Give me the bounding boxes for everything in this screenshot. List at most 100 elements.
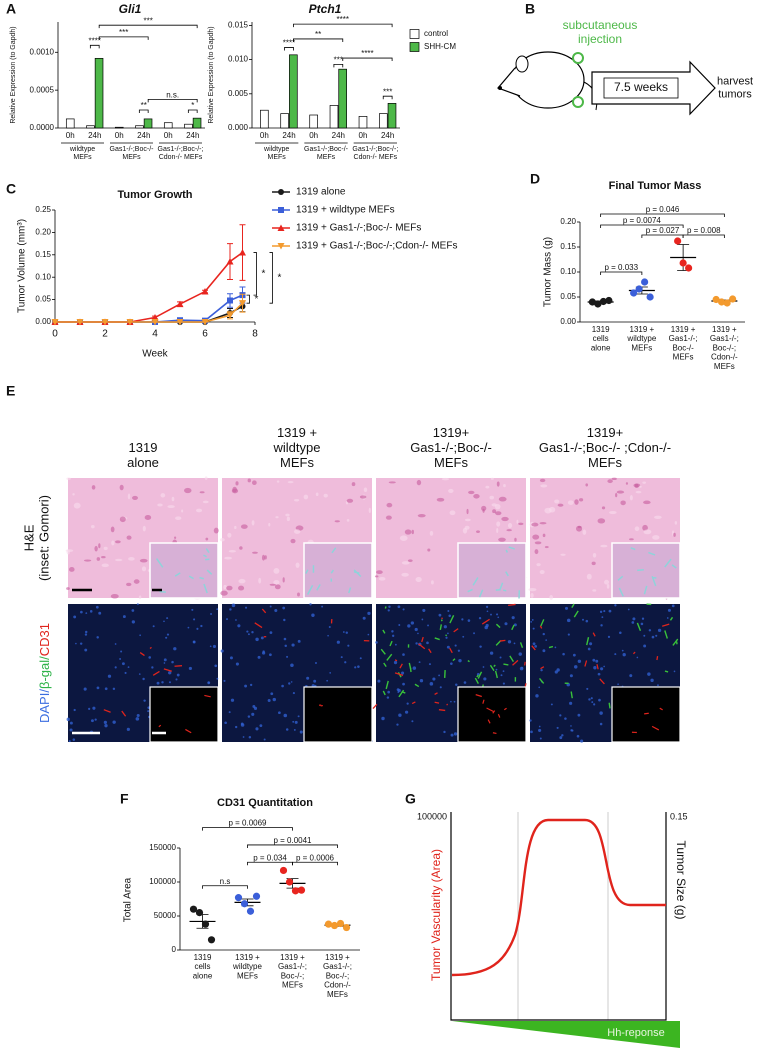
texture xyxy=(539,625,543,629)
texture xyxy=(168,671,172,675)
texture xyxy=(121,662,125,666)
text-line: MEFs xyxy=(434,455,468,470)
y-axis-label: Total Area xyxy=(123,877,134,922)
significance-bracket xyxy=(333,64,344,68)
texture xyxy=(342,631,345,633)
texture xyxy=(412,666,417,670)
text-line: Boc-/-; xyxy=(281,972,305,981)
texture xyxy=(138,673,141,675)
texture xyxy=(560,553,566,556)
significance-label: *** xyxy=(119,28,128,37)
text-line: MEFs xyxy=(673,353,694,362)
texture xyxy=(315,492,319,497)
texture xyxy=(641,617,645,620)
texture xyxy=(192,640,196,644)
texture xyxy=(128,557,135,561)
texture xyxy=(251,712,255,716)
texture xyxy=(290,663,294,668)
texture xyxy=(121,710,127,717)
texture xyxy=(597,672,601,676)
texture xyxy=(262,650,265,653)
texture xyxy=(467,619,471,622)
texture xyxy=(648,551,656,556)
texture xyxy=(629,674,633,678)
texture xyxy=(450,700,452,703)
texture xyxy=(378,577,386,581)
x-tick-label: 1319 + wildtype MEFs xyxy=(626,325,656,352)
text-line: 1319 xyxy=(129,440,158,455)
text-line: Cdon-/- xyxy=(711,353,738,362)
texture xyxy=(520,666,524,669)
texture xyxy=(287,480,294,484)
texture xyxy=(511,616,515,620)
texture xyxy=(404,710,409,714)
y-tick-label: 0.0005 xyxy=(30,85,55,94)
texture xyxy=(294,499,300,502)
texture xyxy=(220,649,224,653)
texture xyxy=(448,488,454,493)
texture xyxy=(224,721,227,725)
texture xyxy=(399,663,403,669)
bar xyxy=(387,103,397,129)
texture xyxy=(482,699,485,704)
texture xyxy=(119,658,122,660)
texture xyxy=(72,738,76,741)
texture xyxy=(291,643,295,647)
y-tick-label: 0 xyxy=(172,945,177,954)
texture xyxy=(165,636,168,639)
texture xyxy=(264,555,267,560)
column-title: 1319 + wildtype MEFs xyxy=(273,426,321,471)
x-tick-label: 1319 + Gas1-/-; Boc-/-MEFs xyxy=(669,325,698,362)
texture xyxy=(418,643,426,650)
x-tick-label: 1319 + Gas1-/-; Boc-/-; MEFs xyxy=(278,953,307,990)
duration-label: 7.5 weeks xyxy=(614,80,668,94)
texture xyxy=(276,480,280,483)
texture xyxy=(502,670,505,673)
texture xyxy=(396,723,399,726)
significance-bracket xyxy=(342,57,393,62)
chart-title: Final Tumor Mass xyxy=(609,180,702,192)
significance-bracket xyxy=(247,844,338,848)
texture xyxy=(434,637,440,641)
texture xyxy=(584,660,588,667)
texture xyxy=(518,522,524,526)
text-line: Gas1-/-; xyxy=(278,962,307,971)
texture xyxy=(205,548,210,554)
texture xyxy=(505,549,509,553)
point xyxy=(291,887,300,895)
texture xyxy=(382,629,386,634)
texture xyxy=(587,647,591,651)
fluorescence-image xyxy=(220,603,373,743)
significance-label: p = 0.0074 xyxy=(623,216,662,225)
texture xyxy=(495,623,501,629)
panel-label: G xyxy=(405,791,416,807)
texture xyxy=(655,634,658,637)
line xyxy=(55,251,243,323)
texture xyxy=(611,477,617,481)
legend-label: SHH-CM xyxy=(424,42,456,51)
texture xyxy=(498,537,506,542)
text-line: cells xyxy=(194,962,210,971)
x-tick-label: 8 xyxy=(252,329,258,340)
texture xyxy=(80,610,83,614)
texture xyxy=(643,644,647,648)
x-tick-label: 6 xyxy=(202,329,208,340)
point xyxy=(330,921,339,930)
texture xyxy=(226,618,228,621)
texture xyxy=(505,571,509,577)
texture xyxy=(601,506,606,510)
texture xyxy=(394,672,404,677)
texture xyxy=(564,717,567,720)
texture xyxy=(629,538,634,541)
y-tick-label: 150000 xyxy=(149,843,176,852)
texture xyxy=(103,709,111,713)
texture xyxy=(532,534,540,540)
texture xyxy=(268,522,271,527)
texture xyxy=(590,697,593,700)
point xyxy=(685,264,693,272)
texture xyxy=(673,532,676,537)
legend-marker xyxy=(277,224,285,231)
texture xyxy=(408,662,412,670)
texture xyxy=(166,633,170,636)
